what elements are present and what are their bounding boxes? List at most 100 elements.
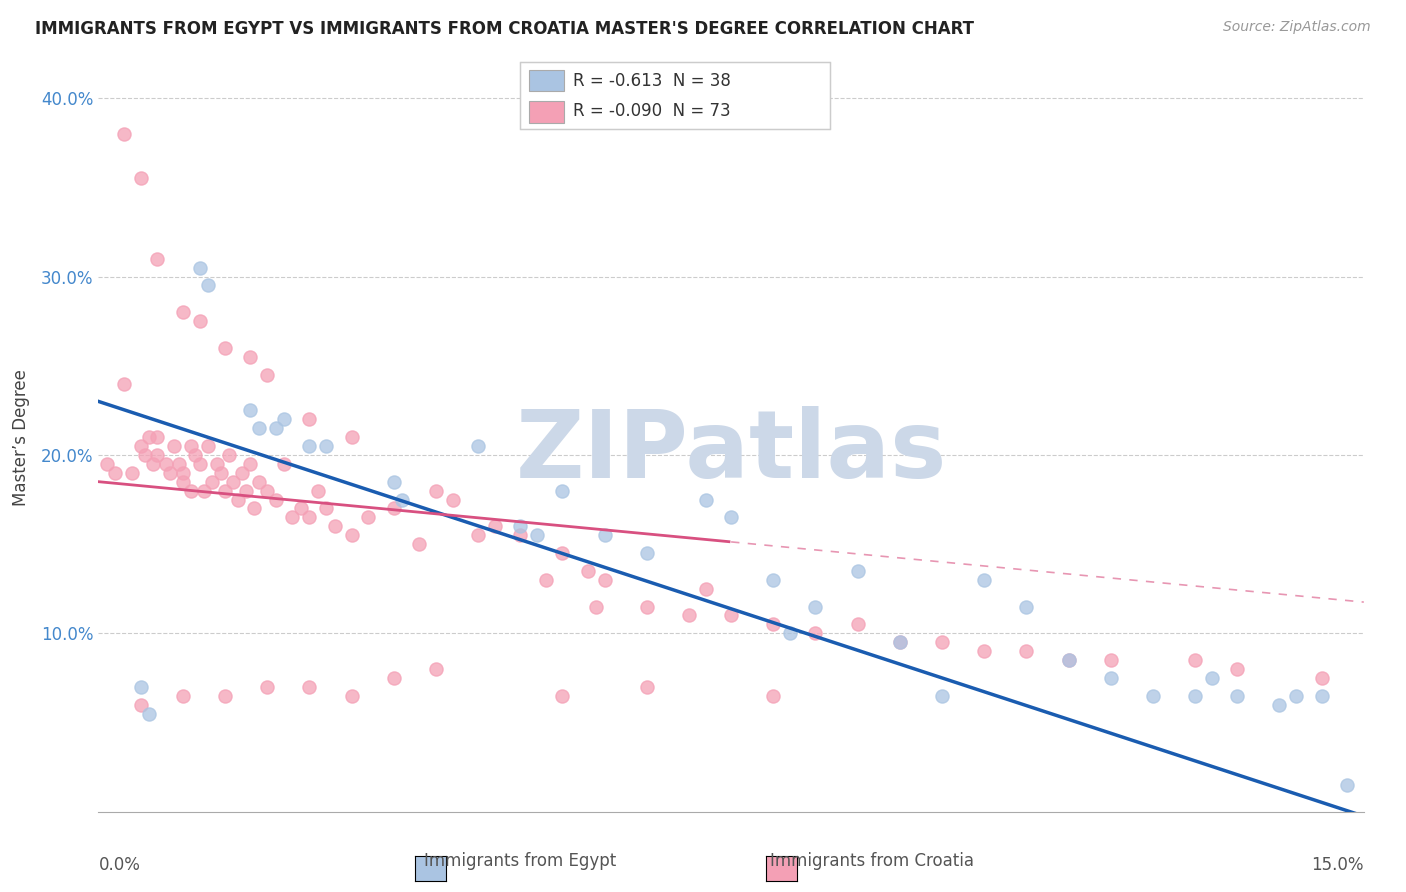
Point (467, 528, 489, 542)
Point (889, 635, 911, 649)
Point (1099, 653, 1122, 667)
Point (214, 341, 236, 355)
Point (188, 457, 211, 471)
Point (931, 635, 953, 649)
Point (188, 260, 211, 275)
Point (184, 448, 207, 462)
Point (281, 510, 304, 524)
Point (134, 448, 156, 462)
Point (214, 483, 236, 498)
Point (273, 412, 295, 426)
Point (172, 466, 194, 480)
Point (201, 475, 224, 489)
Point (425, 662, 447, 676)
Text: 15.0%: 15.0% (1312, 856, 1364, 874)
Text: IMMIGRANTS FROM EGYPT VS IMMIGRANTS FROM CROATIA MASTER'S DEGREE CORRELATION CHA: IMMIGRANTS FROM EGYPT VS IMMIGRANTS FROM… (35, 20, 974, 37)
Point (104, 466, 127, 480)
Point (1057, 653, 1080, 667)
Point (298, 412, 321, 426)
Point (146, 430, 169, 444)
Point (1015, 599, 1038, 614)
Point (804, 599, 827, 614)
Point (96, 457, 118, 471)
Text: Immigrants from Croatia: Immigrants from Croatia (769, 852, 974, 870)
Point (129, 171, 152, 186)
Point (551, 483, 574, 498)
Point (129, 698, 152, 712)
Point (931, 689, 953, 703)
Point (273, 457, 295, 471)
Point (142, 457, 165, 471)
Point (551, 546, 574, 560)
Point (256, 368, 278, 382)
Point (205, 457, 228, 471)
Point (382, 475, 405, 489)
Point (1099, 671, 1122, 685)
Point (425, 483, 447, 498)
Point (256, 680, 278, 694)
Point (526, 528, 548, 542)
Point (593, 573, 616, 587)
Point (197, 278, 219, 293)
Point (226, 492, 249, 507)
Point (188, 314, 211, 328)
Point (695, 492, 717, 507)
Point (247, 475, 270, 489)
Point (1015, 644, 1038, 658)
Text: 0.0%: 0.0% (98, 856, 141, 874)
Point (408, 537, 430, 551)
Point (323, 519, 346, 533)
Point (121, 466, 143, 480)
Point (315, 501, 337, 516)
Bar (530, 70, 564, 91)
Point (441, 492, 464, 507)
Point (1184, 653, 1206, 667)
Point (264, 421, 287, 435)
Point (1268, 698, 1291, 712)
Point (243, 501, 266, 516)
Point (382, 501, 405, 516)
Point (576, 564, 599, 578)
Point (222, 475, 245, 489)
Point (138, 430, 160, 444)
Point (551, 689, 574, 703)
Point (112, 127, 135, 141)
Point (172, 305, 194, 319)
Point (973, 644, 995, 658)
Text: ZIPatlas: ZIPatlas (516, 406, 946, 498)
Point (159, 466, 181, 480)
Point (804, 626, 827, 640)
Point (484, 519, 506, 533)
Point (534, 573, 557, 587)
Point (146, 448, 169, 462)
Point (762, 689, 785, 703)
Point (509, 528, 531, 542)
Point (163, 439, 186, 453)
Point (307, 483, 329, 498)
Point (167, 457, 190, 471)
Point (214, 689, 236, 703)
Point (391, 492, 413, 507)
Point (636, 599, 658, 614)
Point (239, 403, 262, 417)
Point (180, 439, 202, 453)
Point (467, 439, 489, 453)
Point (1336, 778, 1358, 792)
Point (247, 421, 270, 435)
Y-axis label: Master’s Degree: Master’s Degree (11, 368, 30, 506)
Point (695, 582, 717, 596)
Point (315, 439, 337, 453)
Point (298, 680, 321, 694)
Point (298, 510, 321, 524)
Point (129, 439, 152, 453)
Point (340, 430, 363, 444)
Point (340, 528, 363, 542)
Point (197, 439, 219, 453)
Point (889, 635, 911, 649)
Point (762, 617, 785, 632)
Point (509, 519, 531, 533)
Point (146, 252, 169, 266)
Point (846, 564, 869, 578)
Point (172, 475, 194, 489)
Point (340, 689, 363, 703)
